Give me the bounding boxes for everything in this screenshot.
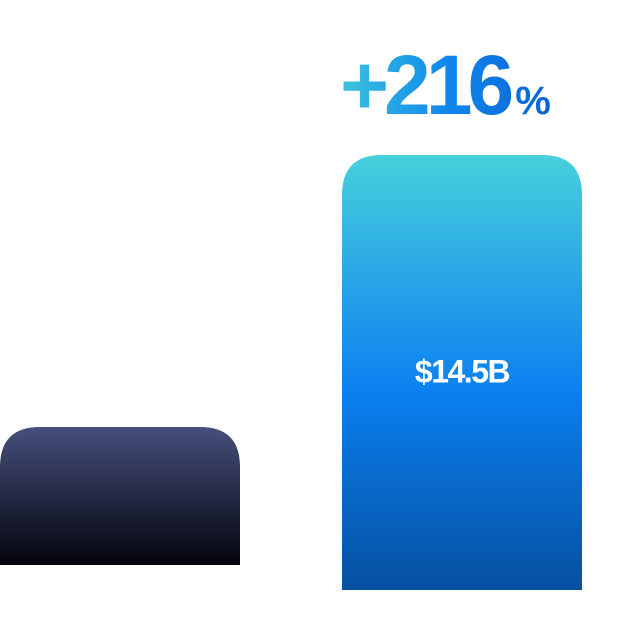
value-label: $14.5B: [415, 354, 510, 390]
annotation: +216%: [340, 38, 551, 132]
bar: [0, 427, 240, 565]
bar: [342, 155, 582, 590]
